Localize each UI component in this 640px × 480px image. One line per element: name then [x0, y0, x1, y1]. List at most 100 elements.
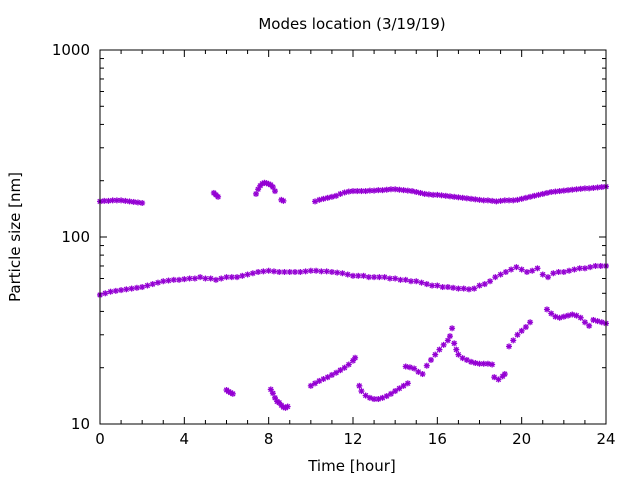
data-point	[386, 275, 393, 282]
data-point	[381, 274, 388, 281]
data-point	[576, 265, 583, 272]
data-point	[112, 287, 119, 294]
data-point	[228, 274, 235, 281]
data-point	[451, 340, 458, 347]
data-point	[339, 270, 346, 277]
data-point	[407, 278, 414, 285]
data-point	[352, 354, 359, 361]
data-point	[492, 274, 499, 281]
data-point	[598, 319, 605, 326]
data-point	[356, 382, 363, 389]
data-point	[577, 314, 584, 321]
data-point	[560, 268, 567, 275]
data-point	[463, 195, 470, 202]
data-point	[535, 191, 542, 198]
data-point	[518, 327, 525, 334]
data-point	[411, 365, 418, 372]
data-point	[133, 284, 140, 291]
data-point	[313, 267, 320, 274]
data-point	[439, 284, 446, 291]
data-point	[215, 193, 222, 200]
data-point	[376, 274, 383, 281]
data-point	[284, 403, 291, 410]
data-point	[465, 286, 472, 293]
data-point	[590, 316, 597, 323]
data-point	[101, 197, 108, 204]
data-point	[375, 396, 382, 403]
data-point	[128, 285, 135, 292]
data-point	[455, 351, 462, 358]
data-point	[552, 313, 559, 320]
data-point	[181, 276, 188, 283]
data-point	[518, 266, 525, 273]
data-point	[527, 193, 534, 200]
data-point	[548, 310, 555, 317]
data-point	[453, 346, 460, 353]
data-point	[323, 268, 330, 275]
data-point	[423, 362, 430, 369]
data-point	[149, 281, 156, 288]
data-point	[307, 267, 314, 274]
data-point	[197, 274, 204, 281]
data-point	[446, 333, 453, 340]
data-point	[436, 346, 443, 353]
data-point	[139, 284, 146, 291]
data-point	[460, 285, 467, 292]
data-point	[265, 267, 272, 274]
data-point	[281, 268, 288, 275]
data-point	[418, 279, 425, 286]
data-point	[366, 394, 373, 401]
data-point	[396, 186, 403, 193]
data-point	[481, 281, 488, 288]
data-point	[102, 290, 109, 297]
data-point	[358, 188, 365, 195]
data-point	[513, 264, 520, 271]
data-point	[371, 274, 378, 281]
data-point	[586, 185, 593, 192]
data-point	[471, 285, 478, 292]
data-point	[434, 282, 441, 289]
data-point	[260, 268, 267, 275]
data-point	[212, 276, 219, 283]
data-point	[404, 380, 411, 387]
data-point	[239, 272, 246, 279]
data-point	[276, 268, 283, 275]
data-point	[365, 274, 372, 281]
data-point	[234, 274, 241, 281]
data-point	[350, 272, 356, 279]
data-point	[429, 282, 436, 289]
data-point	[434, 191, 441, 198]
data-point	[358, 388, 365, 395]
y-tick-label: 1000	[52, 41, 90, 59]
data-point	[328, 371, 335, 378]
data-point	[223, 274, 230, 281]
data-point	[587, 264, 594, 271]
data-point	[586, 322, 593, 329]
data-point	[413, 278, 420, 285]
data-point	[165, 277, 172, 284]
data-point	[476, 282, 483, 289]
data-point	[360, 272, 367, 279]
data-point	[432, 351, 439, 358]
data-point	[270, 268, 277, 275]
data-point	[455, 285, 462, 292]
data-point	[160, 278, 167, 285]
data-point	[450, 284, 457, 291]
data-point	[594, 318, 601, 325]
plot-frame	[99, 49, 607, 425]
data-point	[423, 281, 430, 288]
data-point	[472, 359, 479, 366]
data-point	[419, 371, 426, 378]
data-point	[514, 331, 521, 338]
data-point	[397, 276, 404, 283]
data-point	[566, 267, 573, 274]
data-point	[495, 376, 502, 383]
data-point	[518, 195, 525, 202]
data-point	[514, 196, 521, 203]
data-point	[510, 337, 517, 344]
data-point	[307, 382, 314, 389]
data-point	[545, 274, 552, 281]
data-point	[400, 187, 407, 194]
data-point	[297, 268, 304, 275]
data-point	[271, 188, 278, 195]
